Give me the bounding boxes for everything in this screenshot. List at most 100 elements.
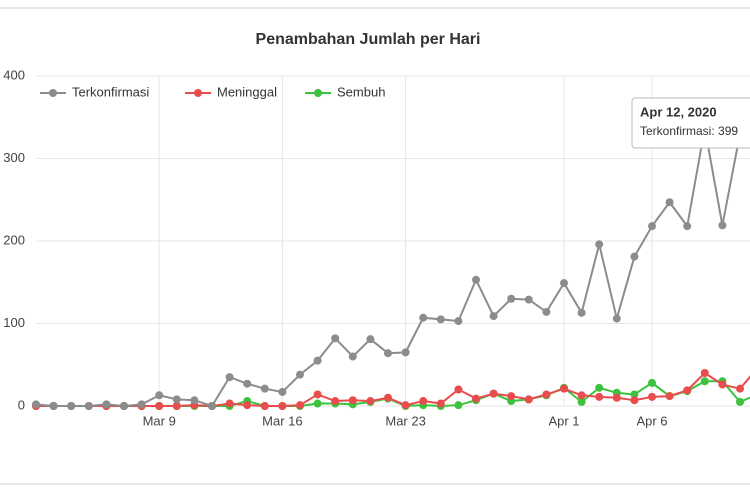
point: [260, 402, 269, 410]
point: [436, 315, 445, 324]
point: [700, 377, 709, 386]
point: [454, 385, 463, 394]
point: [331, 334, 340, 343]
point: [560, 384, 568, 393]
point: [120, 402, 128, 410]
point: [577, 308, 586, 317]
point: [348, 352, 357, 361]
point: [102, 400, 111, 409]
point: [648, 222, 656, 231]
point: [577, 397, 586, 406]
point: [155, 402, 164, 410]
point: [366, 397, 375, 406]
point: [172, 402, 181, 410]
tooltip: Apr 12, 2020 Terkonfirmasi: 399: [631, 97, 750, 149]
y-tick-label: 400: [3, 67, 25, 82]
x-tick-label: Mar 9: [143, 413, 176, 428]
point: [401, 348, 410, 357]
point: [595, 392, 604, 401]
point: [630, 390, 639, 399]
point: [718, 380, 727, 389]
point: [384, 393, 392, 402]
point: [172, 395, 181, 404]
y-tick-label: 200: [3, 232, 25, 247]
point: [542, 390, 551, 399]
legend-label: Terkonfirmasi: [72, 84, 149, 99]
tooltip-title: Apr 12, 2020: [640, 104, 717, 119]
point: [225, 373, 234, 382]
plot: [32, 98, 750, 410]
point: [472, 394, 480, 403]
point: [313, 390, 322, 399]
y-tick-label: 0: [18, 397, 25, 412]
legend-label: Meninggal: [217, 84, 277, 99]
legend: Terkonfirmasi Meninggal Sembuh: [40, 84, 385, 99]
point: [595, 383, 604, 392]
tooltip-text: Terkonfirmasi: 399: [640, 124, 738, 138]
point: [718, 221, 727, 230]
point: [278, 402, 287, 410]
point: [313, 399, 322, 408]
point: [260, 384, 269, 393]
point: [612, 314, 621, 323]
point: [366, 335, 375, 344]
point: [542, 307, 551, 316]
point: [208, 402, 216, 410]
x-tick-label: Apr 6: [636, 413, 667, 428]
point: [665, 198, 674, 207]
point: [84, 402, 93, 410]
x-tick-label: Apr 1: [548, 413, 579, 428]
point: [296, 401, 304, 410]
legend-marker: [49, 89, 57, 97]
point: [454, 401, 463, 410]
point: [225, 399, 234, 408]
point: [595, 240, 604, 249]
point: [313, 356, 322, 365]
point: [736, 384, 744, 393]
point: [243, 401, 252, 410]
y-tick-label: 100: [3, 315, 25, 330]
y-tick-label: 300: [3, 150, 25, 165]
point: [577, 391, 586, 400]
point: [560, 279, 568, 288]
point: [648, 378, 656, 387]
point: [137, 400, 146, 409]
tooltip-box: [631, 97, 750, 149]
point: [348, 396, 357, 405]
point: [331, 397, 340, 406]
point: [648, 392, 656, 401]
point: [278, 387, 287, 396]
point: [736, 397, 744, 406]
point: [630, 252, 639, 261]
point: [384, 349, 392, 358]
chart-title: Penambahan Jumlah per Hari: [256, 31, 481, 48]
point: [612, 393, 621, 402]
point: [507, 294, 516, 303]
point: [155, 391, 164, 400]
point: [489, 389, 498, 398]
point: [665, 392, 674, 401]
point: [32, 400, 40, 409]
legend-marker: [314, 89, 322, 97]
point: [419, 397, 428, 406]
point: [67, 402, 76, 410]
point: [454, 317, 463, 326]
point: [419, 313, 428, 322]
point: [524, 395, 533, 404]
point: [49, 402, 58, 410]
point: [683, 222, 692, 231]
point: [700, 369, 709, 377]
point: [401, 401, 410, 410]
grid: 0 100 200 300 400 Mar 9 Mar 16 Mar 23 Apr 1 Apr 6: [3, 67, 750, 428]
point: [436, 399, 445, 408]
point: [296, 370, 304, 379]
point: [243, 379, 252, 388]
point: [524, 295, 533, 304]
legend-label: Sembuh: [337, 84, 385, 99]
point: [507, 392, 516, 401]
point: [472, 275, 480, 284]
x-tick-label: Mar 16: [262, 413, 302, 428]
point: [489, 312, 498, 321]
point: [190, 396, 199, 405]
